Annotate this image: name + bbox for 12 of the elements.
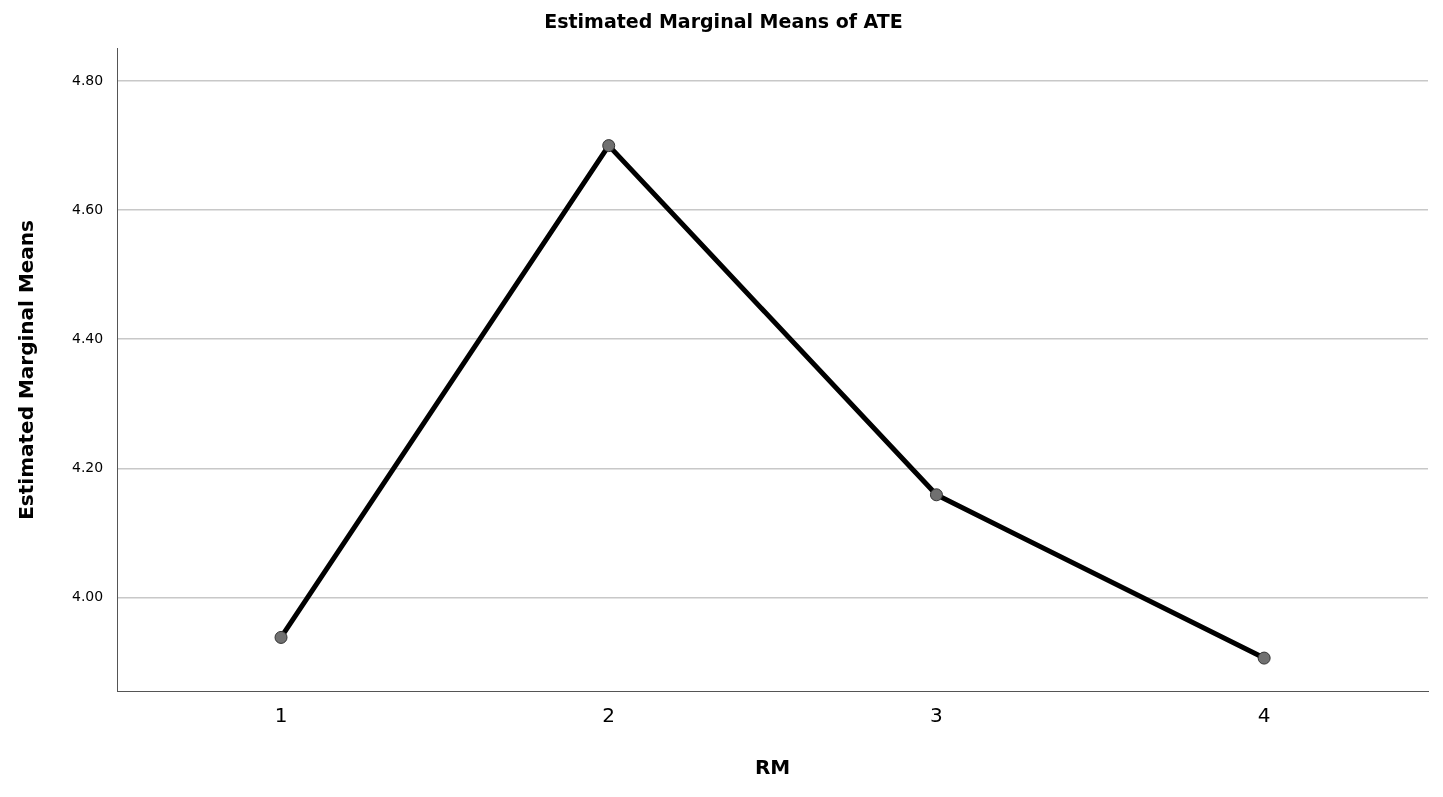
x-tick-label: 4 [1257,703,1271,728]
y-tick-label: 4.20 [72,458,104,475]
y-tick-label: 4.40 [72,329,104,346]
x-axis-title: RM [754,755,791,780]
x-tick-label: 2 [602,703,616,728]
y-axis-title: Estimated Marginal Means [14,219,39,520]
x-tick-label: 1 [274,703,288,728]
y-tick-label: 4.00 [72,588,104,605]
x-tick-label: 3 [930,703,943,728]
chart-title: Estimated Marginal Means of ATE [544,10,903,33]
y-tick-label: 4.60 [72,200,104,217]
y-tick-label: 4.80 [72,71,104,88]
